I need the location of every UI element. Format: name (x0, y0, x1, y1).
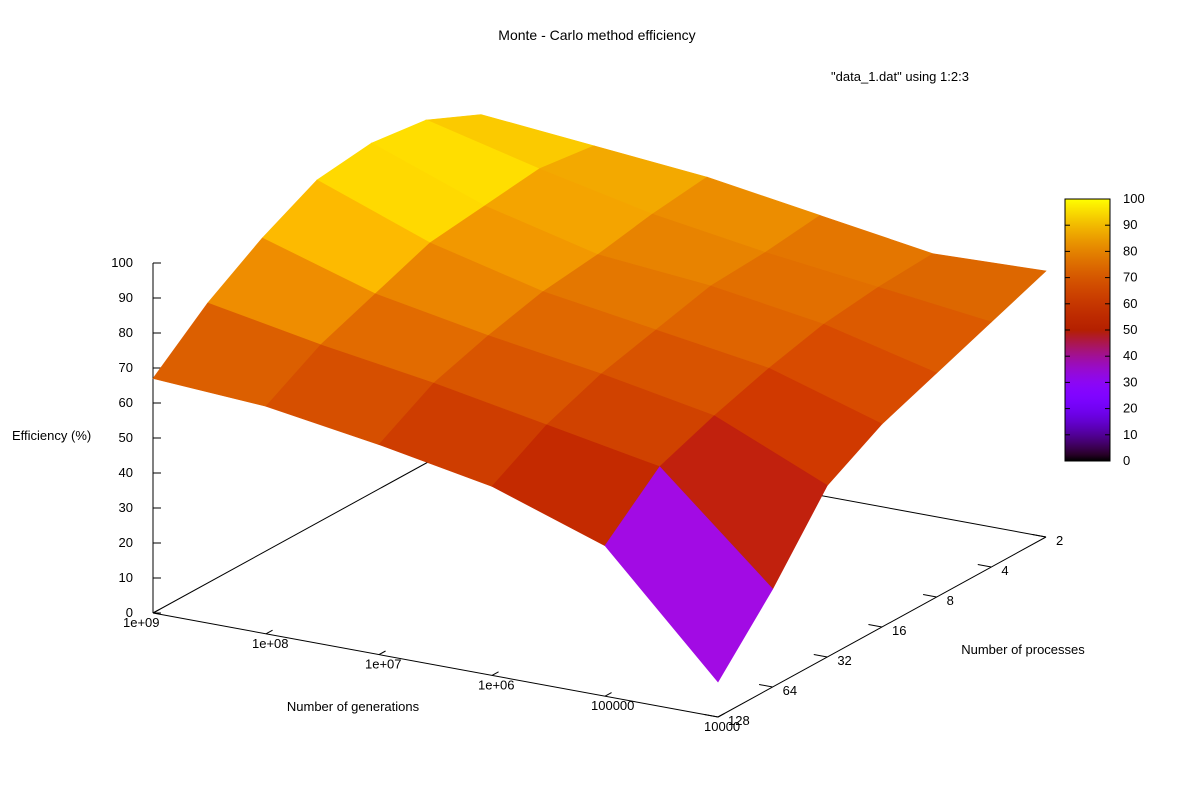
x-tick (378, 650, 386, 656)
x-tick-label: 1e+07 (365, 657, 402, 672)
z-tick-label: 60 (119, 395, 133, 410)
x-tick (152, 608, 160, 614)
z-tick-label: 20 (119, 535, 133, 550)
y-tick (923, 594, 937, 598)
x-tick-label: 1e+09 (123, 615, 160, 630)
x-axis-line (152, 612, 719, 718)
y-tick (977, 564, 992, 568)
z-tick-label: 80 (119, 325, 133, 340)
x-tick (604, 692, 612, 697)
colorbar-tick-label: 90 (1123, 217, 1137, 232)
colorbar-tick-label: 50 (1123, 322, 1137, 337)
surface-cell (604, 466, 774, 683)
legend-entry: "data_1.dat" using 1:2:3 (831, 69, 969, 84)
x-tick (491, 671, 499, 676)
colorbar-tick-label: 70 (1123, 270, 1137, 285)
x-tick-label: 100000 (591, 698, 634, 713)
z-tick-label: 100 (111, 255, 133, 270)
colorbar-tick-label: 0 (1123, 453, 1130, 468)
y-tick-label: 16 (892, 623, 906, 638)
colorbar-tick-label: 100 (1123, 191, 1145, 206)
y-tick (1032, 534, 1047, 538)
y-tick-label: 2 (1056, 533, 1063, 548)
y-axis-label: Number of processes (961, 642, 1085, 657)
colorbar-tick-label: 80 (1123, 243, 1137, 258)
z-tick-label: 90 (119, 290, 133, 305)
colorbar-tick-label: 30 (1123, 374, 1137, 389)
chart-title: Monte - Carlo method efficiency (498, 27, 695, 43)
colorbar-tick-label: 40 (1123, 348, 1137, 363)
z-tick-label: 50 (119, 430, 133, 445)
x-tick-label: 1e+06 (478, 677, 515, 692)
colorbar-tick-label: 60 (1123, 296, 1137, 311)
colorbar-gradient (1064, 198, 1111, 462)
y-tick-label: 64 (783, 683, 797, 698)
axes: 0 10 20 30 40 50 60 70 80 90 100 1e+09 1e+08 1e+07 1e+… (111, 255, 1063, 734)
x-tick-label: 1e+08 (252, 636, 289, 651)
colorbar: 0 10 20 30 40 50 60 70 80 90 100 (1064, 191, 1145, 468)
x-axis-label: Number of generations (287, 699, 420, 714)
y-tick (868, 624, 883, 628)
y-tick-label: 32 (837, 653, 851, 668)
z-tick-label: 10 (119, 570, 133, 585)
x-tick (265, 629, 273, 635)
colorbar-tick-label: 10 (1123, 427, 1137, 442)
z-tick-label: 40 (119, 465, 133, 480)
colorbar-tick-label: 20 (1123, 401, 1137, 416)
y-tick (759, 684, 773, 688)
z-tick-label: 0 (126, 605, 133, 620)
surface-mesh (152, 114, 1047, 683)
back-axis-line (152, 432, 482, 614)
z-axis-label: Efficiency (%) (12, 428, 91, 443)
y-tick (704, 714, 719, 718)
x-tick-label: 10000 (704, 719, 740, 734)
z-tick-label: 70 (119, 360, 133, 375)
y-tick-label: 128 (728, 713, 750, 728)
x-tick (717, 712, 725, 718)
y-tick (813, 654, 828, 658)
z-tick-label: 30 (119, 500, 133, 515)
y-tick-label: 8 (947, 593, 954, 608)
y-tick-label: 4 (1001, 563, 1008, 578)
